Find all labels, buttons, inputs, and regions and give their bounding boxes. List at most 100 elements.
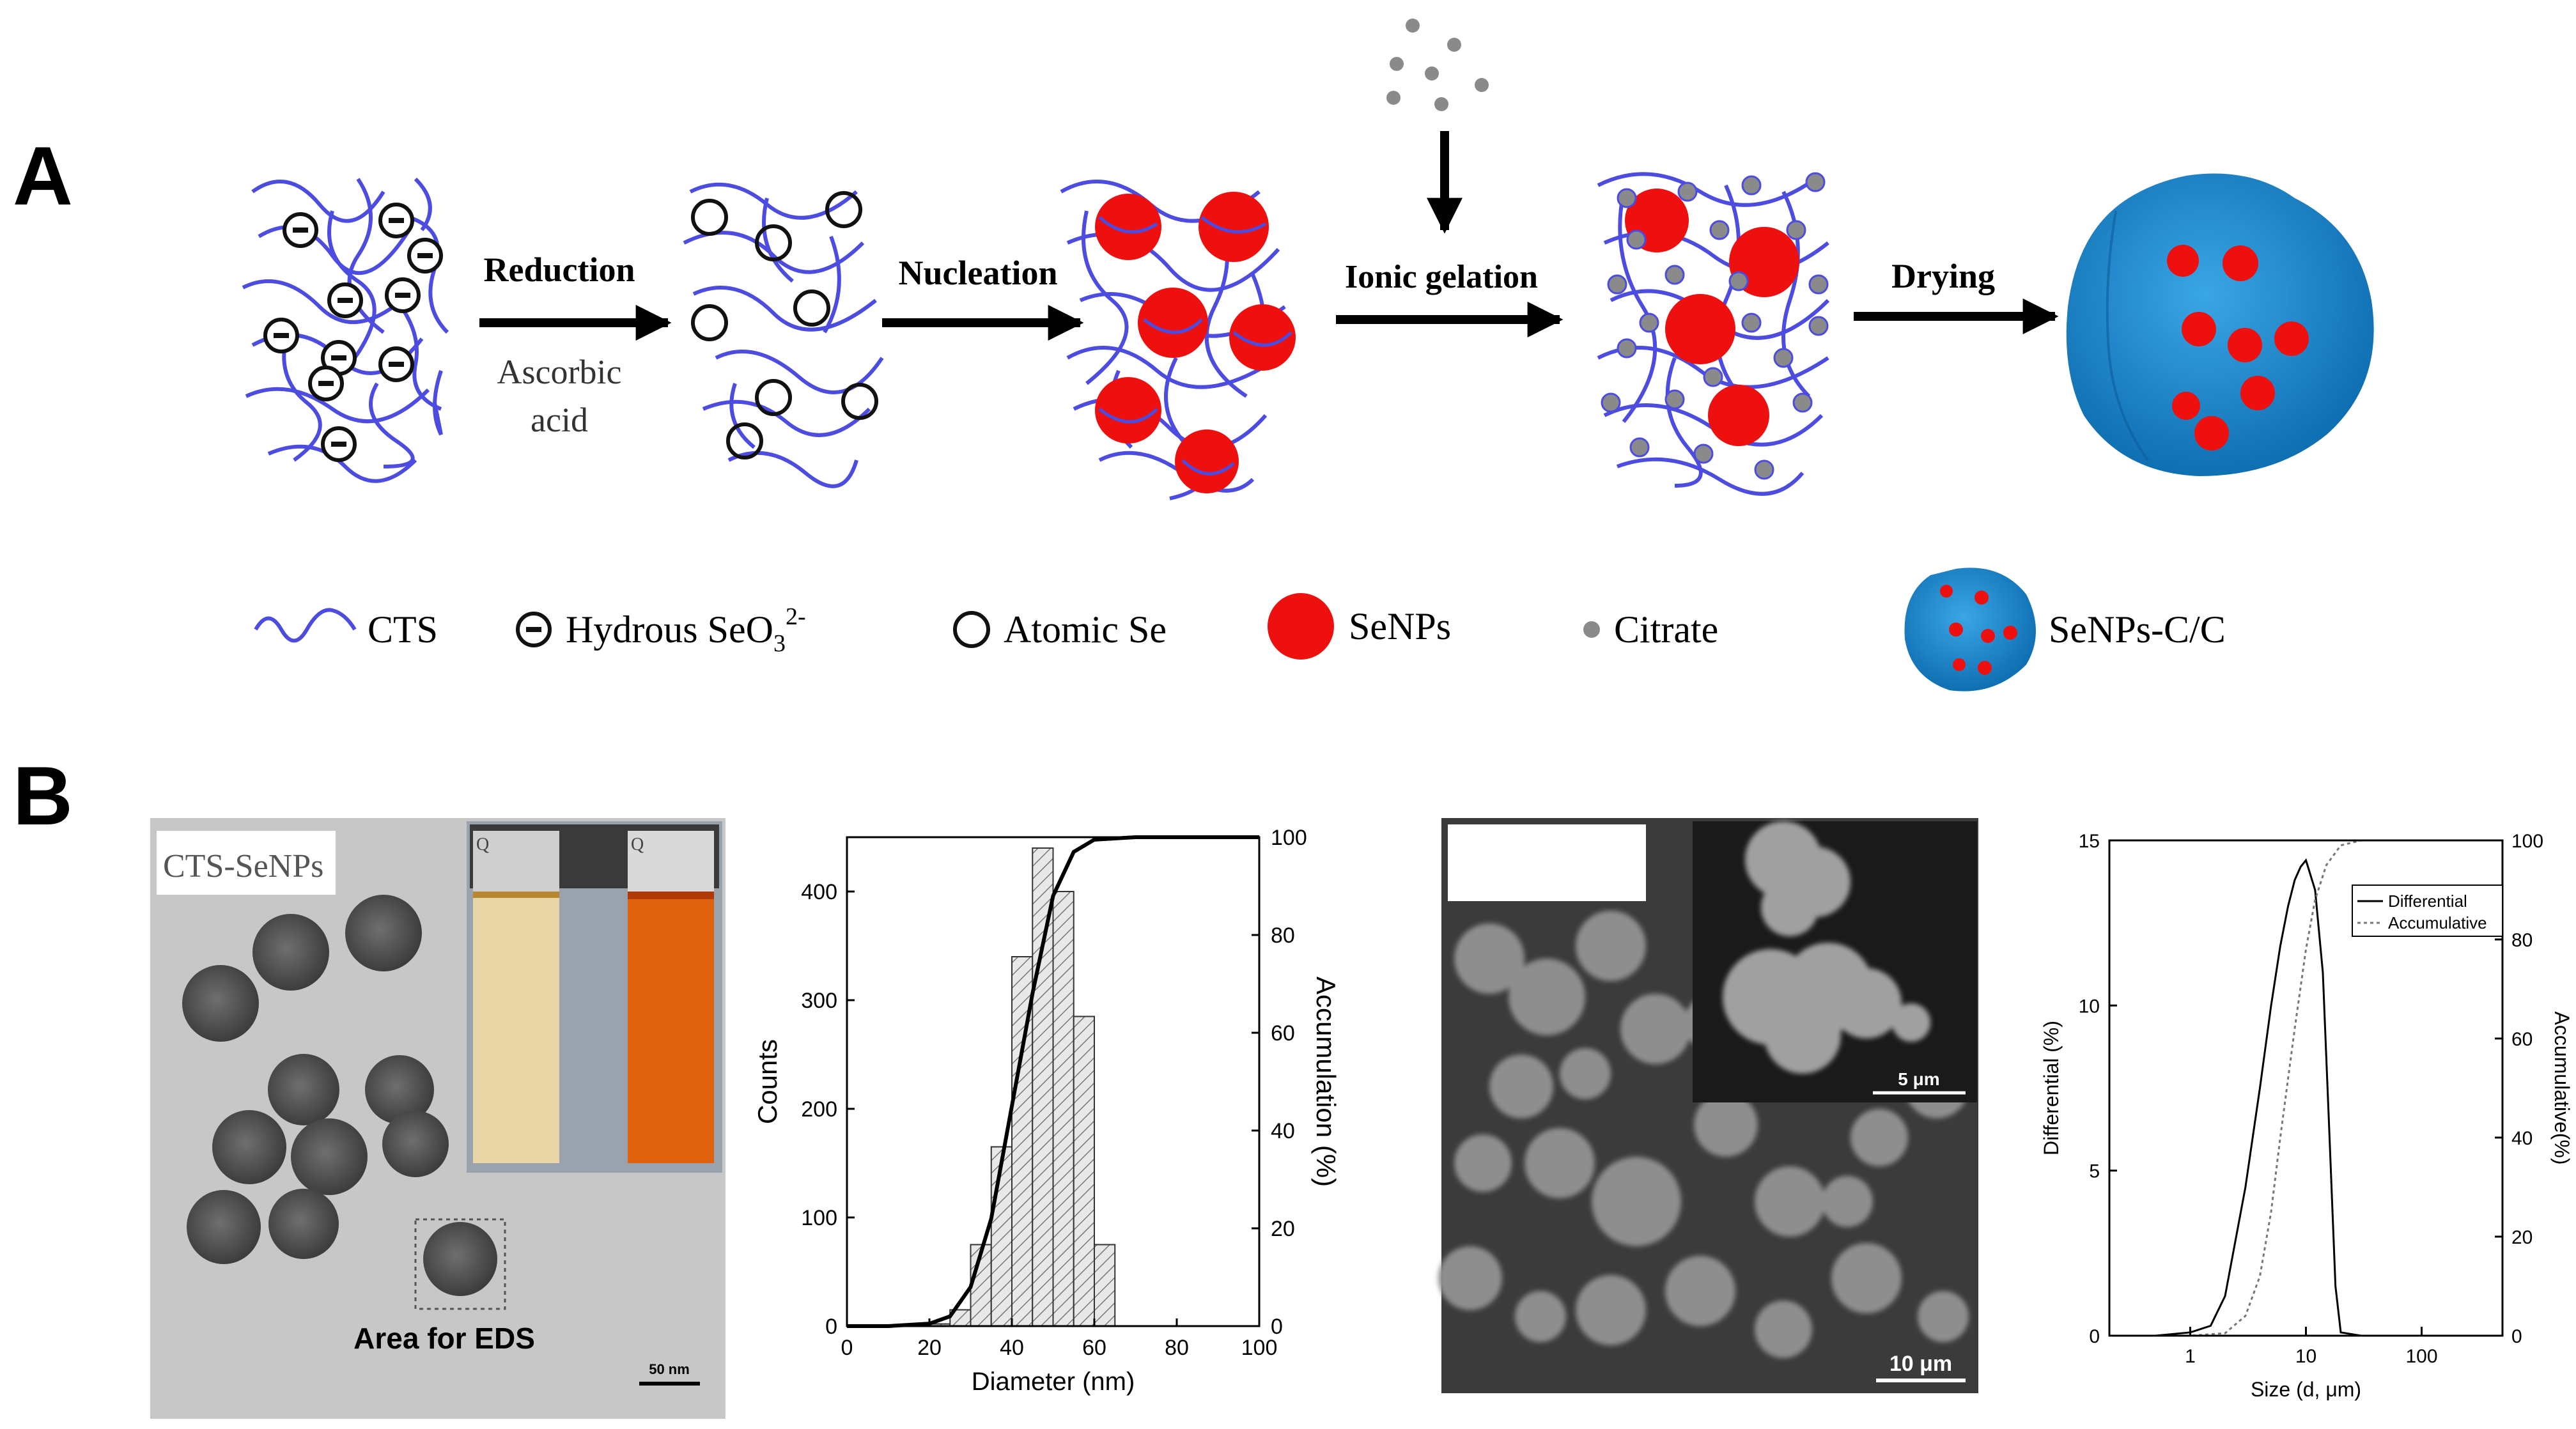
plot-frame: [846, 836, 1261, 1327]
legend-citrate-label: Citrate: [1614, 608, 1718, 651]
series-differential-line: [2109, 858, 2502, 1337]
citrate: [1607, 274, 1627, 295]
vial-mark-right: Q: [631, 835, 644, 854]
legend-box: [2352, 884, 2503, 937]
y2-tick-label: 100: [2511, 831, 2543, 852]
senp: [2194, 416, 2229, 451]
citrate-drops: [1386, 19, 1489, 111]
atomic-se: [691, 304, 728, 341]
atomic-se: [755, 224, 792, 261]
legend: CTS Hydrous SeO32- Atomic Se SeNPs Citra…: [254, 568, 2226, 691]
atomic-se: [755, 379, 792, 416]
panel-label-a: A: [13, 129, 73, 222]
y2-tick-label: 40: [2511, 1128, 2533, 1149]
citrate-drop: [1425, 66, 1439, 81]
y-tick-label: 15: [2079, 831, 2100, 852]
senp: [2172, 392, 2200, 420]
x-tick-label: 0: [841, 1336, 853, 1360]
tem-particle: [365, 1055, 434, 1124]
size-distribution-chart: 1 10 100 0 5 10 15 0 20 40 60 80 100 Differential Accu…: [2040, 831, 2573, 1401]
y-tick-label: 5: [2089, 1161, 2100, 1182]
citrate: [1617, 338, 1637, 359]
y-tick-label: 0: [2089, 1326, 2100, 1347]
senp: [1708, 385, 1769, 446]
eds-area-box: [414, 1218, 506, 1310]
tem-particle: [268, 1054, 339, 1125]
y2-tick-label: 0: [1271, 1315, 1283, 1339]
label-reduction: Reduction: [483, 251, 635, 289]
y2-tick-label: 20: [2511, 1227, 2533, 1248]
senp: [1665, 294, 1735, 364]
tem-particle: [345, 895, 422, 971]
tem-particle: [252, 914, 329, 991]
hydrous-ions: [263, 203, 443, 462]
atomic-se: [793, 290, 830, 327]
senp: [1095, 194, 1161, 260]
citrate: [1601, 392, 1621, 413]
size-histogram-chart: 0 20 40 60 80 1000100200300400020406080100Dia…: [752, 826, 1341, 1396]
tem-label: CTS-SeNPs: [163, 848, 323, 884]
tem-particle: [382, 1111, 449, 1177]
senp: [2240, 376, 2275, 410]
legend-cts-label: CTS: [368, 608, 438, 651]
legend-label: Differential: [2388, 892, 2467, 911]
senp: [2274, 321, 2309, 356]
series-accumulative-line: [2109, 839, 2502, 1337]
senp: [2228, 328, 2262, 362]
tem-particle: [182, 965, 259, 1042]
citrate: [1741, 313, 1762, 333]
y-axis-label: Differential (%): [2040, 1021, 2063, 1155]
vials-inset: Q Q: [467, 821, 722, 1173]
histogram-bar: [990, 1146, 1013, 1327]
histogram-bar: [1094, 1244, 1116, 1327]
citrate: [1709, 220, 1730, 240]
citrate: [1792, 392, 1813, 413]
x-tick-label: 10: [2295, 1346, 2316, 1367]
stage-senps: [1060, 180, 1296, 500]
tem-scale-label: 50 nm: [649, 1361, 690, 1377]
stage-cts-hydrous: [242, 177, 449, 483]
y-tick-label: 100: [801, 1206, 837, 1230]
hydrous-ion: [308, 366, 344, 401]
citrate: [1626, 229, 1647, 250]
atomic-se: [726, 422, 763, 460]
citrate: [1664, 389, 1685, 410]
panel-label-b: B: [13, 749, 73, 842]
hydrous-ion: [321, 426, 357, 462]
senps-cc-particle: [2066, 173, 2374, 476]
y2-tick-label: 60: [2511, 1029, 2533, 1050]
y-tick-label: 200: [801, 1097, 837, 1122]
hydrous-ion: [385, 277, 421, 313]
histogram-bar: [1052, 891, 1075, 1327]
legend-cts-icon: [254, 608, 357, 643]
y-tick-label: 10: [2079, 996, 2100, 1017]
citrate: [1808, 316, 1829, 336]
legend-senps-icon: [1268, 593, 1334, 660]
citrate-drop: [1475, 78, 1489, 92]
senp: [1095, 377, 1161, 444]
legend-senps-label: SeNPs: [1349, 605, 1451, 647]
tem-particle: [212, 1110, 286, 1184]
sem-inset: 5 μm: [1693, 821, 1977, 1102]
x-tick-label: 100: [1241, 1336, 1278, 1360]
senp: [1138, 288, 1208, 358]
label-nucleation: Nucleation: [899, 254, 1058, 292]
tem-particle: [187, 1190, 261, 1264]
hydrous-ion: [283, 212, 318, 248]
citrate: [1664, 265, 1685, 285]
citrate: [1629, 437, 1650, 458]
citrate: [1808, 274, 1829, 295]
hydrous-ion: [378, 203, 414, 238]
citrate: [1703, 367, 1723, 387]
hydrous-ion: [378, 346, 414, 382]
citrate: [1639, 313, 1659, 333]
histogram-bar: [1073, 1016, 1095, 1327]
hydrous-ion: [327, 282, 363, 318]
y2-tick-label: 100: [1271, 826, 1307, 850]
x-tick-label: 1: [2185, 1346, 2196, 1367]
x-tick-label: 20: [917, 1336, 942, 1360]
citrate: [1805, 172, 1826, 192]
x-axis-label: Diameter (nm): [972, 1368, 1135, 1396]
y-axis-label: Counts: [752, 1039, 782, 1124]
